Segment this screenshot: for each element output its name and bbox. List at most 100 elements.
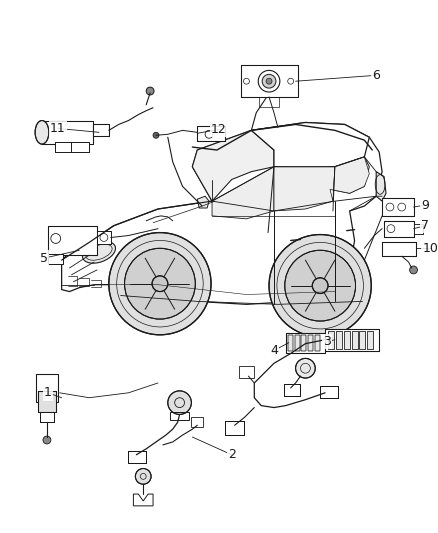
Bar xyxy=(320,386,338,398)
Bar xyxy=(308,335,313,351)
Bar xyxy=(301,335,307,351)
Polygon shape xyxy=(274,167,335,211)
Polygon shape xyxy=(330,157,369,193)
Polygon shape xyxy=(278,262,362,308)
Bar xyxy=(197,126,225,141)
Circle shape xyxy=(266,78,272,84)
Text: 2: 2 xyxy=(228,448,236,461)
Bar xyxy=(384,221,413,237)
Bar xyxy=(36,374,58,402)
Bar xyxy=(328,331,334,349)
Circle shape xyxy=(152,276,168,292)
Circle shape xyxy=(410,266,417,274)
Text: 1: 1 xyxy=(44,386,52,399)
Bar xyxy=(382,198,413,216)
Bar xyxy=(259,97,279,107)
Bar xyxy=(36,374,58,402)
Bar xyxy=(384,221,413,237)
Bar xyxy=(382,198,413,216)
Bar xyxy=(225,421,244,435)
Bar xyxy=(315,335,320,351)
Circle shape xyxy=(153,132,159,138)
Bar xyxy=(38,391,56,413)
Bar xyxy=(382,243,417,256)
Bar xyxy=(320,386,338,398)
Bar xyxy=(48,225,97,255)
Polygon shape xyxy=(120,260,197,304)
Circle shape xyxy=(296,358,315,378)
Circle shape xyxy=(124,248,195,319)
Polygon shape xyxy=(197,196,209,208)
Bar xyxy=(286,333,325,352)
Text: 10: 10 xyxy=(422,242,438,255)
Polygon shape xyxy=(330,157,369,201)
Circle shape xyxy=(146,87,154,95)
Text: 11: 11 xyxy=(50,122,66,135)
Bar xyxy=(308,335,313,351)
Bar xyxy=(48,254,63,264)
Bar xyxy=(128,451,146,463)
Circle shape xyxy=(285,251,356,321)
Bar xyxy=(295,335,300,351)
Text: 12: 12 xyxy=(211,123,227,136)
Bar xyxy=(284,384,300,396)
Bar xyxy=(325,329,379,351)
Bar xyxy=(325,329,379,351)
Bar xyxy=(71,142,89,152)
Bar xyxy=(97,231,111,245)
Text: 5: 5 xyxy=(40,252,48,265)
Text: 9: 9 xyxy=(421,199,429,212)
Bar xyxy=(336,331,342,349)
Polygon shape xyxy=(376,172,386,201)
Bar xyxy=(93,125,109,136)
Bar xyxy=(42,120,93,144)
Circle shape xyxy=(135,469,151,484)
Bar xyxy=(382,243,417,256)
Bar xyxy=(48,254,63,264)
Bar xyxy=(336,331,342,349)
Circle shape xyxy=(269,235,371,337)
Bar xyxy=(40,413,54,422)
Bar xyxy=(240,66,297,97)
Bar xyxy=(352,331,357,349)
Bar xyxy=(286,333,325,352)
Circle shape xyxy=(109,232,211,335)
Ellipse shape xyxy=(35,120,49,144)
Bar xyxy=(367,331,373,349)
Polygon shape xyxy=(251,123,369,169)
Bar xyxy=(301,335,307,351)
Bar xyxy=(197,126,225,141)
Bar xyxy=(42,120,93,144)
Bar xyxy=(40,413,54,422)
Bar xyxy=(288,335,293,351)
Bar xyxy=(240,66,297,97)
Bar xyxy=(328,331,334,349)
Bar xyxy=(55,142,72,152)
Text: 3: 3 xyxy=(323,335,331,348)
Bar xyxy=(38,391,56,413)
Text: 7: 7 xyxy=(421,219,429,232)
Bar xyxy=(97,231,111,245)
Bar xyxy=(360,331,365,349)
Bar xyxy=(413,224,424,233)
Polygon shape xyxy=(212,167,274,219)
Bar xyxy=(344,331,350,349)
Ellipse shape xyxy=(82,241,116,263)
Bar xyxy=(284,384,300,396)
Bar xyxy=(360,331,365,349)
Polygon shape xyxy=(134,494,153,506)
Bar xyxy=(170,413,189,421)
Bar xyxy=(413,224,424,233)
Bar xyxy=(93,125,109,136)
Bar xyxy=(288,335,293,351)
Circle shape xyxy=(262,74,276,88)
Circle shape xyxy=(43,436,51,444)
Bar xyxy=(128,451,146,463)
Text: 4: 4 xyxy=(270,344,278,357)
Bar xyxy=(239,366,254,378)
Polygon shape xyxy=(62,123,382,304)
Bar xyxy=(48,225,97,255)
Bar xyxy=(367,331,373,349)
Bar xyxy=(344,331,350,349)
Bar xyxy=(225,421,244,435)
